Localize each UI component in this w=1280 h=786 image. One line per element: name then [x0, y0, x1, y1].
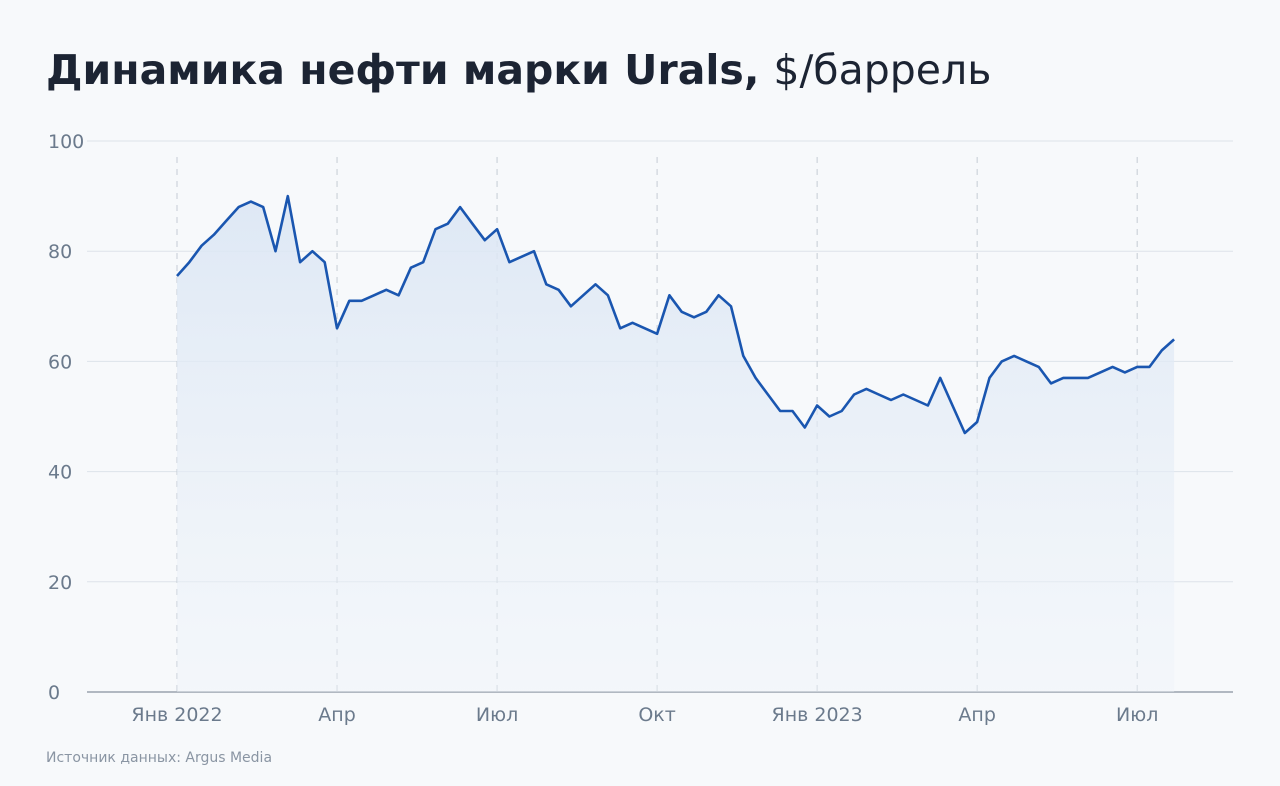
y-tick-label: 60: [48, 351, 72, 373]
source: Источник данных: Argus Media: [46, 750, 272, 766]
chart-title: Динамика нефти марки Urals,: [46, 46, 759, 94]
y-tick-label: 40: [48, 462, 72, 484]
area: [177, 196, 1175, 692]
y-tick-label: 0: [48, 682, 60, 704]
x-tick-label: Июл: [476, 704, 518, 726]
x-tick-label: Янв 2022: [131, 704, 222, 726]
x-tick-label: Окт: [638, 704, 676, 726]
line: [176, 194, 1175, 435]
x-tick-label: Апр: [958, 704, 995, 726]
x-tick-label: Апр: [318, 704, 355, 726]
y-tick-label: 20: [48, 572, 72, 594]
y-tick-label: 80: [48, 241, 72, 263]
x-tick-label: Янв 2023: [772, 704, 863, 726]
y-tick-label: 100: [48, 131, 84, 153]
chart-subtitle: $/баррель: [773, 46, 991, 94]
x-tick-label: Июл: [1116, 704, 1158, 726]
